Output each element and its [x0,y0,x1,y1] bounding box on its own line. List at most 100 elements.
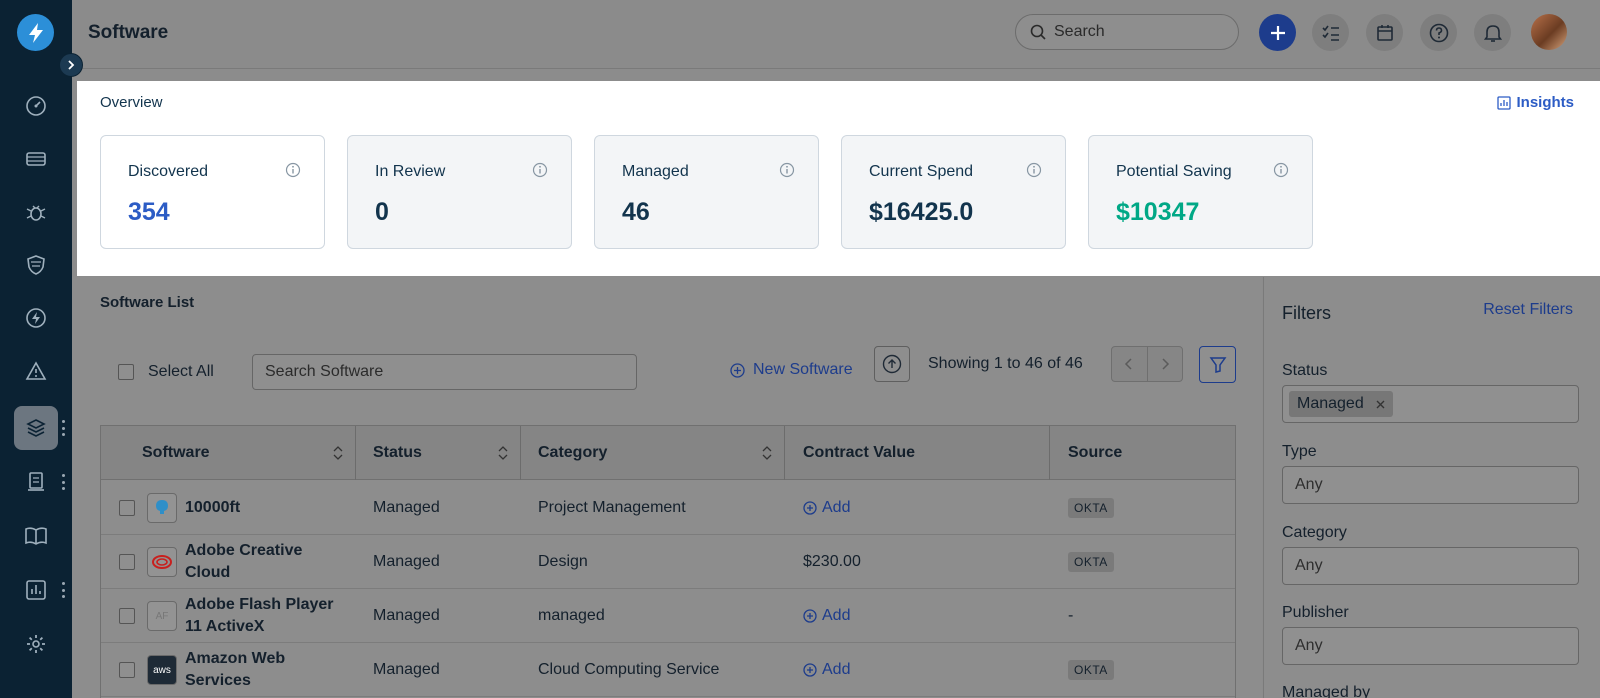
app-logo-icon[interactable] [17,14,54,51]
upload-icon [882,354,902,374]
row-checkbox[interactable] [119,500,135,516]
search-software-input[interactable]: Search Software [252,354,637,390]
filters-panel: Filters Reset Filters Status Managed Typ… [1263,277,1600,698]
column-header-contract-value[interactable]: Contract Value [803,444,916,461]
create-new-button[interactable] [1259,14,1296,51]
help-icon[interactable] [1420,14,1457,51]
source-cell: - [1068,607,1074,624]
layers-icon[interactable] [14,406,58,450]
document-icon[interactable] [14,460,58,504]
table-row[interactable]: 10000ft Managed Project Management Add O… [101,481,1235,535]
stat-value: $16425.0 [869,198,974,226]
chevron-right-icon [1162,358,1169,370]
shield-icon[interactable] [14,243,58,287]
add-contract-link[interactable]: Add [803,661,850,679]
info-icon[interactable] [532,162,548,178]
select-all-checkbox[interactable]: Select All [118,363,214,381]
table-row[interactable]: aws Amazon Web Services Managed Cloud Co… [101,643,1235,697]
publisher-filter-select[interactable]: Any [1282,627,1579,665]
software-list-title: Software List [100,294,195,311]
user-avatar[interactable] [1531,14,1567,50]
ticket-icon[interactable] [14,137,58,181]
info-icon[interactable] [1026,162,1042,178]
software-name[interactable]: 10000ft [185,499,241,516]
plus-icon [1270,25,1285,40]
sort-icon[interactable] [498,444,508,462]
reports-more-icon[interactable] [60,582,66,598]
insights-link[interactable]: Insights [1497,94,1574,111]
column-header-software[interactable]: Software [142,444,210,461]
column-header-status[interactable]: Status [373,444,422,461]
software-name[interactable]: Adobe Flash Player 11 ActiveX [185,596,334,635]
table-row[interactable]: AF Adobe Flash Player 11 ActiveX Managed… [101,589,1235,643]
type-filter-select[interactable]: Any [1282,466,1579,504]
software-name[interactable]: Amazon Web Services [185,650,286,689]
global-search-input[interactable]: Search [1015,14,1239,50]
stat-card-discovered[interactable]: Discovered 354 [100,135,325,249]
category-cell: Design [538,553,588,570]
prev-page-button[interactable] [1112,347,1147,381]
chevron-left-icon [1125,358,1132,370]
filter-toggle-button[interactable] [1199,346,1236,383]
sort-icon[interactable] [762,444,772,462]
column-header-source[interactable]: Source [1068,444,1123,461]
software-name[interactable]: Adobe Creative Cloud [185,542,303,581]
info-icon[interactable] [779,162,795,178]
column-header-category[interactable]: Category [538,444,608,461]
info-icon[interactable] [285,162,301,178]
calendar-icon[interactable] [1366,14,1403,51]
bug-icon[interactable] [14,190,58,234]
status-cell: Managed [373,499,440,516]
info-icon[interactable] [1273,162,1289,178]
source-cell: OKTA [1068,643,1114,697]
stat-card-managed[interactable]: Managed 46 [594,135,819,249]
dashboard-icon[interactable] [14,84,58,128]
lightning-icon[interactable] [14,296,58,340]
table-row[interactable]: Adobe Creative Cloud Managed Design $230… [101,535,1235,589]
publisher-filter-value: Any [1295,637,1323,654]
stat-card-current-spend[interactable]: Current Spend $16425.0 [841,135,1066,249]
stat-card-potential-saving[interactable]: Potential Saving $10347 [1088,135,1313,249]
status-chip: Managed [1289,391,1393,417]
stat-value: $10347 [1116,198,1200,226]
add-contract-link[interactable]: Add [803,607,850,625]
software-list-panel: Software List Select All Search Software… [72,277,1262,698]
category-filter-value: Any [1295,557,1323,574]
type-filter-label: Type [1282,443,1317,460]
row-checkbox[interactable] [119,608,135,624]
source-badge: OKTA [1068,660,1114,680]
reset-filters-link[interactable]: Reset Filters [1483,301,1573,318]
search-software-placeholder: Search Software [265,363,384,380]
row-checkbox[interactable] [119,662,135,678]
checkbox[interactable] [118,364,134,380]
sort-icon[interactable] [333,444,343,462]
new-software-button[interactable]: New Software [730,354,853,386]
next-page-button[interactable] [1146,347,1183,381]
stat-card-in-review[interactable]: In Review 0 [347,135,572,249]
category-cell: managed [538,607,605,624]
row-checkbox[interactable] [119,554,135,570]
category-filter-select[interactable]: Any [1282,547,1579,585]
contract-value-cell: Add [803,643,850,697]
remove-chip-icon[interactable] [1376,400,1385,409]
warning-icon[interactable] [14,349,58,393]
notification-bell-icon[interactable] [1474,14,1511,51]
stat-label: Managed [622,163,689,180]
document-more-icon[interactable] [60,474,66,490]
layers-more-icon[interactable] [60,420,66,436]
status-filter-select[interactable]: Managed [1282,385,1579,423]
status-chip-label: Managed [1297,395,1364,412]
add-label: Add [822,607,851,624]
add-label: Add [822,661,851,678]
sidebar-collapse-button[interactable] [59,53,83,77]
book-icon[interactable] [14,514,58,558]
plus-circle-icon [730,362,745,378]
todo-list-icon[interactable] [1312,14,1349,51]
stat-label: In Review [375,163,446,180]
category-cell: Cloud Computing Service [538,661,720,678]
add-contract-link[interactable]: Add [803,499,850,517]
search-placeholder: Search [1054,23,1105,40]
upload-button[interactable] [874,346,910,382]
settings-gear-icon[interactable] [14,622,58,666]
reports-icon[interactable] [14,568,58,612]
